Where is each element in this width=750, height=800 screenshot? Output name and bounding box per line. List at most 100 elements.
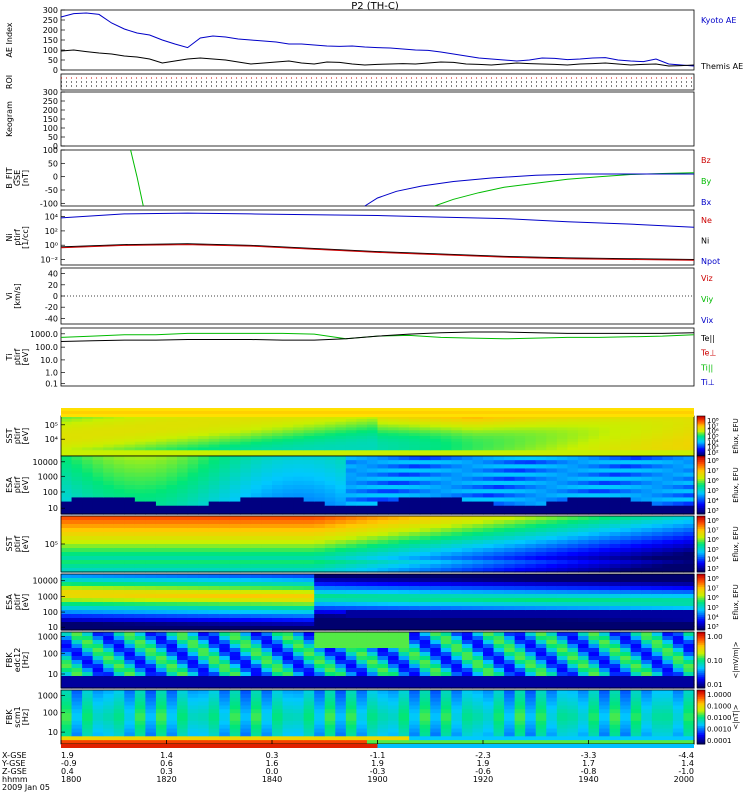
spectrogram-cell [683, 594, 695, 599]
spectrogram-cell [356, 509, 368, 515]
spectrogram-cell [577, 416, 590, 420]
ni-y-label: Ni [5, 233, 14, 241]
spectrogram-cell [293, 472, 305, 478]
spectrogram-cell [356, 622, 368, 627]
spectrogram-cell [535, 489, 547, 494]
spectrogram-cell [451, 672, 463, 677]
spectrogram-cell [113, 476, 125, 482]
spectrogram-cell [134, 582, 146, 587]
spectrogram-cell [282, 453, 294, 457]
spectrogram-cell [641, 436, 653, 440]
spectrogram-cell [293, 564, 305, 569]
spectrogram-cell [113, 728, 125, 734]
spectrogram-cell [92, 556, 104, 561]
spectrogram-cell [155, 501, 168, 507]
spectrogram-cell [493, 610, 505, 615]
spectrogram-cell [272, 438, 284, 443]
spectrogram-cell [82, 632, 94, 637]
spectrogram-cell [366, 728, 379, 734]
spectrogram-cell [419, 680, 431, 685]
spectrogram-cell [345, 568, 357, 573]
spectrogram-cell [240, 441, 252, 446]
spectrogram-cell [430, 509, 442, 515]
spectrogram-cell [261, 697, 273, 703]
spectrogram-cell [461, 501, 474, 507]
spectrogram-cell [250, 594, 263, 599]
spectrogram-cell [620, 664, 632, 669]
spectrogram-cell [124, 532, 136, 537]
spectrogram-cell [620, 652, 632, 657]
spectrogram-cell [366, 610, 379, 615]
spectrogram-cell [662, 636, 674, 641]
spectrogram-cell [61, 648, 73, 653]
spectrogram-cell [134, 656, 146, 661]
spectrogram-cell [113, 610, 125, 615]
spectrogram-cell [187, 468, 199, 474]
spectrogram-cell [366, 602, 379, 607]
colorbar-cell [697, 448, 705, 450]
spectrogram-cell [219, 560, 231, 565]
spectrogram-cell [577, 516, 590, 521]
spectrogram-cell [303, 648, 315, 653]
spectrogram-cell [419, 460, 431, 465]
spectrogram-cell [250, 728, 263, 734]
spectrogram-cell [219, 464, 231, 470]
spectrogram-cell [546, 480, 558, 486]
spectrogram-cell [504, 501, 516, 507]
spectrogram-cell [514, 648, 526, 653]
spectrogram-cell [272, 418, 284, 423]
spectrogram-cell [71, 516, 83, 521]
spectrogram-cell [261, 644, 273, 649]
spectrogram-cell [662, 556, 674, 561]
spectrogram-cell [620, 489, 632, 494]
spectrogram-cell [103, 640, 115, 645]
spectrogram-cell [219, 660, 231, 665]
spectrogram-cell [588, 672, 600, 677]
spectrogram-cell [609, 640, 621, 645]
esa2-y-label: ptirf [13, 594, 22, 611]
spectrogram-cell [430, 664, 442, 669]
y-tick-label: 1000 [38, 592, 58, 601]
spectrogram-cell [145, 564, 157, 569]
spectrogram-cell [198, 427, 210, 431]
spectrogram-cell [493, 468, 505, 474]
spectrogram-cell [155, 622, 168, 627]
spectrogram-cell [303, 468, 315, 474]
spectrogram-cell [588, 680, 600, 685]
spectrogram-cell [261, 485, 273, 490]
spectrogram-cell [124, 648, 136, 653]
spectrogram-cell [250, 424, 263, 429]
colorbar-cell [697, 529, 705, 532]
spectrogram-cell [599, 418, 611, 423]
spectrogram-cell [282, 644, 294, 649]
spectrogram-cell [641, 460, 653, 465]
ni-panel-frame [60, 209, 695, 266]
colorbar-cell [697, 667, 705, 670]
spectrogram-cell [293, 493, 305, 499]
spectrogram-cell [493, 684, 505, 689]
spectrogram-cell [440, 680, 452, 685]
spectrogram-cell [71, 556, 83, 561]
spectrogram-cell [261, 736, 273, 741]
spectrogram-cell [272, 644, 284, 649]
spectrogram-cell [472, 676, 484, 681]
spectrogram-cell [240, 574, 252, 579]
spectrogram-cell [525, 433, 537, 437]
spectrogram-cell [556, 556, 568, 561]
spectrogram-cell [535, 552, 547, 557]
spectrogram-cell [345, 501, 357, 507]
spectrogram-cell [293, 524, 305, 529]
spectrogram-cell [324, 472, 336, 478]
spectrogram-cell [483, 664, 495, 669]
spectrogram-cell [672, 560, 685, 565]
spectrogram-cell [504, 684, 516, 689]
spectrogram-cell [82, 713, 94, 718]
spectrogram-cell [388, 489, 400, 494]
spectrogram-cell [145, 441, 157, 446]
spectrogram-cell [198, 720, 210, 726]
y-tick-label: 0 [53, 292, 58, 301]
spectrogram-cell [166, 717, 178, 722]
colorbar-cell [697, 471, 705, 474]
spectrogram-cell [514, 560, 526, 565]
spectrogram-cell [145, 430, 157, 434]
